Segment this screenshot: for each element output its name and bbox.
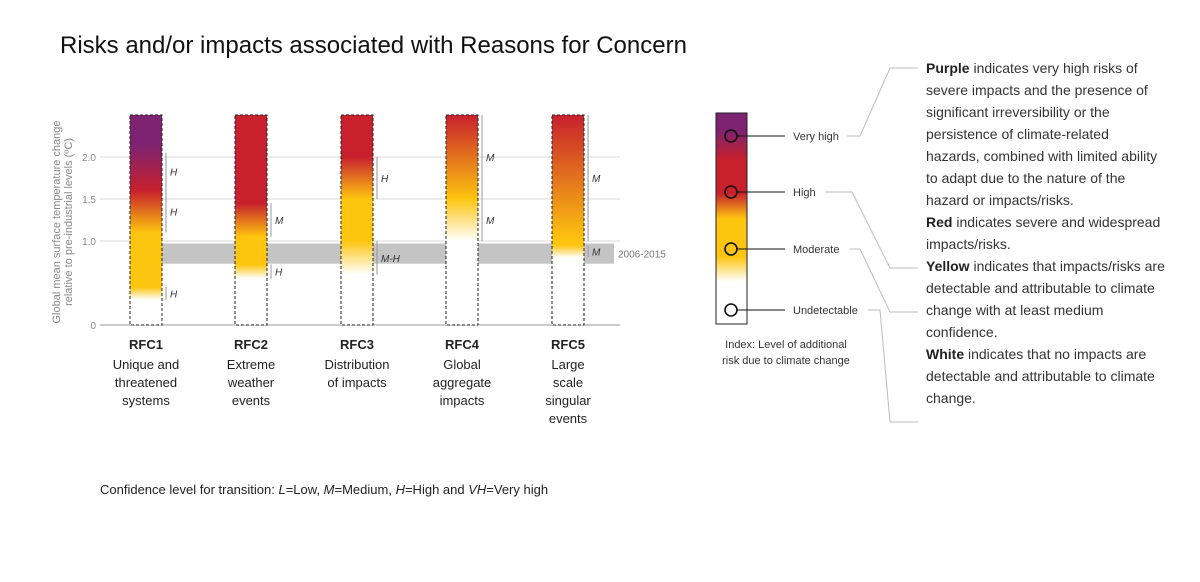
footnote-abbr: M [323,482,335,497]
y-axis-label-line: relative to pre-industrial levels (ºC) [63,138,75,306]
risk-bar [446,115,478,325]
legend-connector [825,191,918,269]
risk-bars: H H H H M M-H H M M M M [129,114,601,326]
risk-bar [341,115,373,325]
confidence-footnote: Confidence level for transition: L=Low, … [100,482,548,497]
category-name-line: Unique and [113,357,180,372]
footnote-text: =Very high [486,482,549,497]
category-name-line: events [232,393,271,408]
confidence-label: M [486,153,495,164]
legend-connector [847,67,918,137]
risk-bar-outline [129,114,163,326]
explanation-white: White indicates that no impacts are dete… [926,343,1166,409]
footnote-text: =High and [404,482,469,497]
explanation-text: indicates severe and widespread impacts/… [926,214,1161,252]
category-name-line: events [549,411,588,426]
explanation-yellow: Yellow indicates that impacts/risks are … [926,255,1166,343]
risk-bar-outline [234,114,268,326]
risk-bar-outline [340,114,374,326]
category-code: RFC2 [234,337,268,352]
confidence-label: M [486,216,495,227]
confidence-label: H [170,290,178,301]
confidence-label: M [592,174,601,185]
index-level-label: Undetectable [793,305,858,317]
confidence-label: H [170,168,178,179]
risk-bar-outline [445,114,479,326]
y-tick-label: 0 [90,321,96,332]
explanation-text: indicates that no impacts are detectable… [926,346,1155,406]
risk-bar [552,115,584,325]
category-code: RFC1 [129,337,163,352]
index-level-label: Moderate [793,244,839,256]
category-name-line: Global [443,357,481,372]
footnote-abbr: L [278,482,286,497]
footnote-text: =Low, [285,482,324,497]
y-tick-label: 2.0 [82,153,96,164]
confidence-label: M [275,216,284,227]
explanation-term: Red [926,214,953,230]
category-name-line: scale [553,375,583,390]
y-tick-label: 1.5 [82,195,96,206]
explanation-term: White [926,346,965,362]
confidence-label: H [170,208,178,219]
index-caption-line: risk due to climate change [722,355,850,367]
category-code: RFC3 [340,337,374,352]
category-code: RFC5 [551,337,585,352]
index-bar [715,112,748,325]
index-caption-line: Index: Level of additional [725,339,847,351]
category-name-line: Distribution [324,357,389,372]
index-level-label: High [793,187,816,199]
reference-band-label: 2006-2015 [618,250,666,261]
category-labels: RFC1 Unique and threatened systems RFC2 Extre… [113,337,592,426]
category-name-line: singular [545,393,591,408]
explanation-red: Red indicates severe and widespread impa… [926,211,1166,255]
risk-bar [235,115,267,325]
explanation-text: indicates very high risks of severe impa… [926,60,1158,208]
category-name-line: Extreme [227,357,275,372]
category-name-line: threatened [115,375,177,390]
category-name-line: aggregate [433,375,492,390]
confidence-label: H [275,268,283,279]
confidence-label: H [381,174,389,185]
category-name-line: Large [551,357,584,372]
legend-connector [868,309,918,423]
confidence-label: M [592,248,601,259]
legend-connectors [825,67,918,423]
explanation-text: indicates that impacts/risks are detecta… [926,258,1165,340]
category-name-line: of impacts [327,375,387,390]
explanation-term: Yellow [926,258,970,274]
chart-title: Risks and/or impacts associated with Rea… [60,32,687,59]
explanation-term: Purple [926,60,970,76]
footnote-prefix: Confidence level for transition: [100,482,279,497]
footnote-text: =Medium, [334,482,396,497]
category-code: RFC4 [445,337,480,352]
risk-index-legend: Very high High Moderate Undetectable Index: … [715,112,858,367]
risk-bar-outline [551,114,585,326]
color-explanations: Purple indicates very high risks of seve… [926,57,1166,409]
explanation-purple: Purple indicates very high risks of seve… [926,57,1166,211]
y-axis-label-line: Global mean surface temperature change [51,120,63,323]
confidence-label: M-H [381,254,401,265]
y-axis-label: Global mean surface temperature change re… [51,120,75,323]
legend-connector [850,248,918,313]
category-name-line: weather [227,375,275,390]
category-name-line: impacts [440,393,485,408]
footnote-abbr: VH [468,482,487,497]
index-level-label: Very high [793,131,839,143]
y-tick-label: 1.0 [82,237,96,248]
footnote-abbr: H [395,482,405,497]
category-name-line: systems [122,393,170,408]
risk-bar [130,115,162,325]
